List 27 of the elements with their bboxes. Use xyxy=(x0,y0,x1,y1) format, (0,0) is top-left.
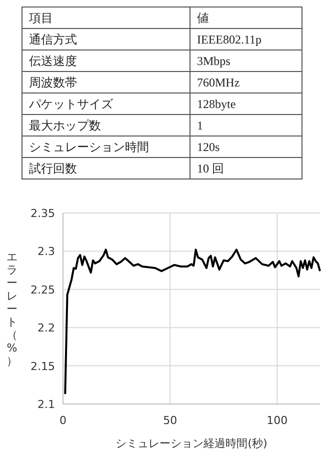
x-tick-label: 100 xyxy=(266,414,288,427)
x-tick-label: 0 xyxy=(60,414,66,427)
x-tick-label: 50 xyxy=(163,414,178,427)
y-tick-label: 2.2 xyxy=(38,322,55,335)
text: 1 xyxy=(197,118,203,132)
text: 760MHz xyxy=(197,76,240,90)
text: 値 xyxy=(197,11,209,25)
text: 通信方式 xyxy=(29,32,77,46)
text: IEEE802.11p xyxy=(197,32,262,46)
y-tick-label: 2.15 xyxy=(30,360,55,373)
text: 伝送速度 xyxy=(29,54,77,68)
text: 128byte xyxy=(197,97,236,111)
text: エラーレート（%） xyxy=(6,250,18,368)
y-tick-label: 2.25 xyxy=(30,283,55,296)
text: 10 回 xyxy=(197,162,224,176)
x-axis-title: シミュレーション経過時間(秒) xyxy=(116,437,268,450)
y-tick-label: 2.1 xyxy=(38,398,55,411)
y-tick-label: 2.3 xyxy=(38,245,55,258)
y-tick-label: 2.35 xyxy=(30,207,55,220)
text: 周波数帯 xyxy=(29,76,77,90)
text: パケットサイズ xyxy=(28,97,114,111)
text: シミュレーション時間 xyxy=(29,140,149,154)
text: 最大ホップ数 xyxy=(29,118,101,132)
text: 項目 xyxy=(28,11,53,25)
text: 試行回数 xyxy=(29,162,77,176)
text: 3Mbps xyxy=(197,54,231,68)
text: 120s xyxy=(197,140,220,154)
